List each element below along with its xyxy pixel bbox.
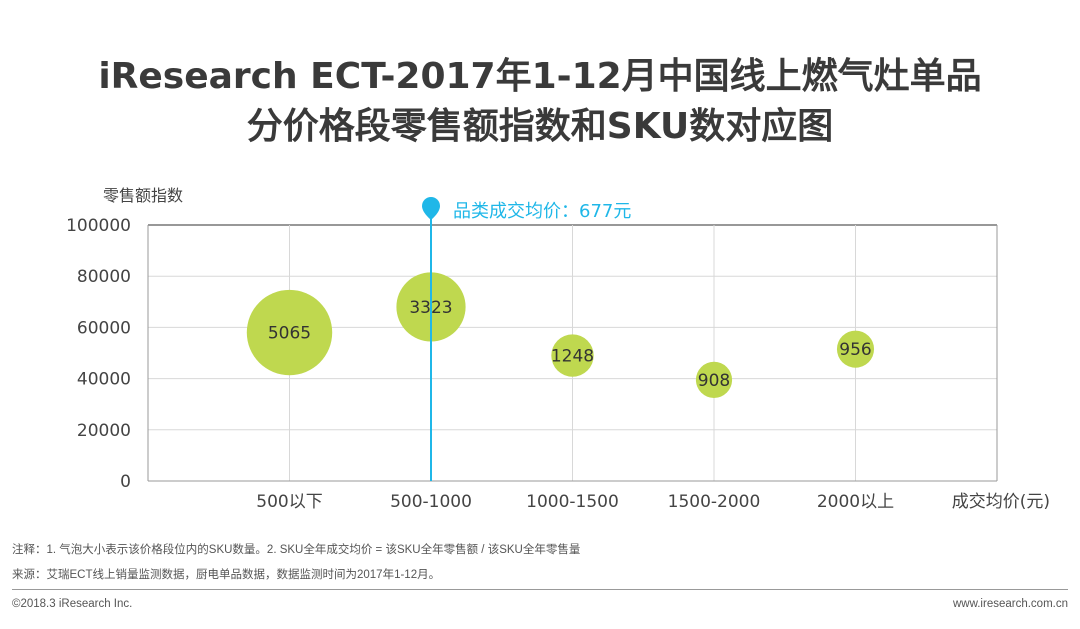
x-tick-label: 500-1000 xyxy=(390,492,472,512)
y-tick-label: 0 xyxy=(120,472,131,492)
x-tick-label: 500以下 xyxy=(256,492,322,512)
bubble xyxy=(246,289,333,376)
footer-divider xyxy=(12,589,1068,590)
x-tick-label: 1500-2000 xyxy=(668,492,761,512)
x-axis-title: 成交均价(元) xyxy=(952,492,1050,512)
chart-source: 来源：艾瑞ECT线上销量监测数据，厨电单品数据，数据监测时间为2017年1-12… xyxy=(12,569,441,581)
y-tick-label: 100000 xyxy=(66,216,131,236)
average-price-label: 品类成交均价：677元 xyxy=(453,201,631,222)
bubble-label: 5065 xyxy=(268,324,311,344)
bubble xyxy=(836,330,875,368)
x-tick-label: 2000以上 xyxy=(817,492,894,512)
y-axis-title: 零售额指数 xyxy=(103,186,183,205)
y-tick-label: 60000 xyxy=(77,318,131,338)
x-tick-label: 1000-1500 xyxy=(526,492,619,512)
bubble-label: 908 xyxy=(698,371,730,391)
bubble-label: 1248 xyxy=(551,347,594,367)
y-tick-label: 80000 xyxy=(77,267,131,287)
chart-title-line1: iResearch ECT-2017年1-12月中国线上燃气灶单品 xyxy=(98,56,982,97)
y-tick-label: 40000 xyxy=(77,370,131,390)
chart-note: 注释：1. 气泡大小表示该价格段位内的SKU数量。2. SKU全年成交均价 = … xyxy=(12,544,581,556)
map-pin-icon xyxy=(422,197,440,220)
chart-title-line2: 分价格段零售额指数和SKU数对应图 xyxy=(246,106,834,147)
bubble xyxy=(695,361,733,398)
y-tick-label: 20000 xyxy=(77,421,131,441)
bubble xyxy=(551,334,594,377)
bubble-label: 956 xyxy=(839,340,871,360)
website: www.iresearch.com.cn xyxy=(952,598,1068,610)
copyright: ©2018.3 iResearch Inc. xyxy=(12,598,133,610)
